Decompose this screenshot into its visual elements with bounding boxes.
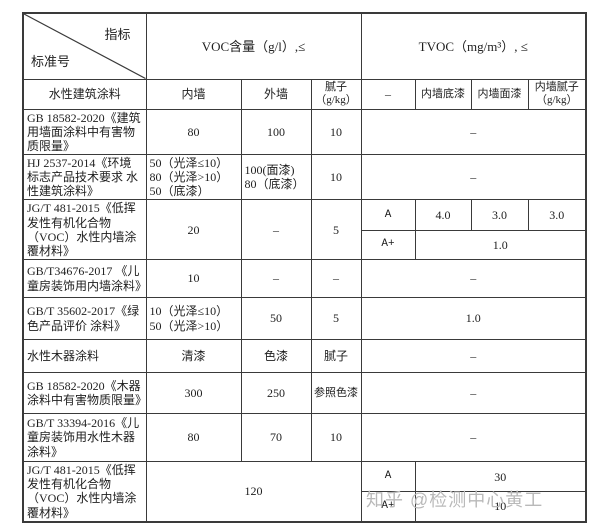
header-row-columns: 水性建筑涂料 内墙 外墙 腻子 （g/kg） – 内墙底漆 内墙面漆 内墙腻子 …	[22, 78, 587, 110]
table-row: A+ 10	[23, 491, 587, 523]
value-cell-exterior: 100(面漆) 80（底漆）	[240, 153, 312, 201]
value-cell-pigmented: 70	[240, 413, 312, 463]
value-cell-putty: 参照色漆	[310, 372, 362, 415]
value-cell-tvoc: –	[360, 259, 587, 299]
table-row: GB/T 35602-2017《绿色产品评价 涂料》 10（光泽≤10） 50（…	[22, 297, 587, 341]
value-cell-voc-merged: 120	[145, 461, 362, 523]
zhihu-watermark: 知乎 @检测中心黄工	[366, 490, 544, 510]
corner-label-standard-no: 标准号	[31, 54, 71, 70]
value-cell-tvoc-aplus: 10	[414, 491, 587, 523]
section-title-cell: 水性木器涂料	[22, 339, 147, 374]
value-cell-putty: 10	[310, 108, 362, 155]
tvoc-group-header: TVOC（mg/m³）, ≤	[360, 12, 587, 80]
standard-name-cell: GB/T 33394-2016《儿童房装饰用水性木器涂料》	[22, 413, 147, 463]
value-cell-interior: 20	[145, 199, 242, 261]
table-row: JG/T 481-2015《低挥发性有机化合物（VOC）水性内墙涂覆材料》 20…	[22, 199, 587, 261]
grade-a-label: A	[360, 199, 416, 231]
value-cell-exterior: –	[240, 259, 312, 299]
value-cell-tvoc: –	[360, 153, 587, 201]
grade-aplus-label: A+	[360, 229, 416, 261]
value-cell-tvoc: –	[360, 413, 587, 463]
table-row: GB 18582-2020《建筑用墙面涂料中有害物质限量》 80 100 10 …	[22, 108, 587, 155]
value-cell-putty: –	[310, 259, 362, 299]
value-cell-tvoc-primer: 4.0	[414, 199, 472, 231]
value-cell-putty: 10	[310, 413, 362, 463]
value-cell-putty: 10	[310, 153, 362, 201]
corner-label-indicator: 指标	[104, 27, 131, 42]
value-cell-tvoc-aplus: 1.0	[414, 229, 587, 261]
value-cell-pigmented: 250	[240, 372, 312, 415]
column-header-putty: 腻子 （g/kg）	[310, 78, 362, 110]
column-header-clear-coat: 清漆	[145, 339, 242, 374]
column-header-interior-topcoat: 内墙面漆	[470, 78, 529, 110]
column-header-interior-primer: 内墙底漆	[414, 78, 472, 110]
table-row: JG/T 481-2015《低挥发性有机化合物（VOC）水性内墙涂覆材料》 12…	[22, 461, 587, 523]
column-header-interior-putty: 内墙腻子 （g/kg）	[527, 78, 587, 110]
standards-table: 指标 标准号 VOC含量（g/l）,≤ TVOC（mg/m³）, ≤ 水性建筑涂…	[22, 12, 588, 523]
column-header-dash: –	[360, 78, 416, 110]
column-header-pigmented-coat: 色漆	[240, 339, 312, 374]
value-cell-tvoc-topcoat: 3.0	[470, 199, 529, 231]
value-cell-interior: 10（光泽≤10） 50（光泽>10）	[145, 297, 242, 341]
corner-cell: 指标 标准号	[22, 12, 147, 80]
section-row-wood-coatings: 水性木器涂料 清漆 色漆 腻子 –	[22, 339, 587, 374]
voc-group-header: VOC含量（g/l）,≤	[145, 12, 362, 80]
value-cell-tvoc-a: 30	[414, 461, 587, 493]
value-cell-interior: 80	[145, 108, 242, 155]
value-cell-interior: 50（光泽≤10） 80（光泽>10） 50（底漆）	[145, 153, 242, 201]
standard-name-cell: GB 18582-2020《木器涂料中有害物质限量》	[22, 372, 147, 415]
standard-name-cell: JG/T 481-2015《低挥发性有机化合物（VOC）水性内墙涂覆材料》	[22, 461, 147, 523]
value-cell-tvoc: –	[360, 372, 587, 415]
value-cell-exterior: 50	[240, 297, 312, 341]
value-cell-exterior: 100	[240, 108, 312, 155]
column-header-interior-wall: 内墙	[145, 78, 242, 110]
column-header-category: 水性建筑涂料	[22, 78, 147, 110]
table-row: GB 18582-2020《木器涂料中有害物质限量》 300 250 参照色漆 …	[22, 372, 587, 415]
value-cell-exterior: –	[240, 199, 312, 261]
value-cell-interior: 10	[145, 259, 242, 299]
value-cell-clear: 300	[145, 372, 242, 415]
value-cell-clear: 80	[145, 413, 242, 463]
grade-aplus-label: A+	[360, 491, 416, 523]
standard-name-cell: HJ 2537-2014《环境标志产品技术要求 水性建筑涂料》	[22, 153, 147, 201]
diagonal-divider	[24, 14, 146, 79]
value-cell-putty: 5	[310, 297, 362, 341]
value-cell-tvoc: –	[360, 339, 587, 374]
table-row: A+ 1.0	[23, 229, 587, 261]
standard-name-cell: GB 18582-2020《建筑用墙面涂料中有害物质限量》	[22, 108, 147, 155]
standard-name-cell: GB/T34676-2017 《儿童房装饰用内墙涂料》	[22, 259, 147, 299]
value-cell-tvoc: 1.0	[360, 297, 587, 341]
value-cell-tvoc-putty: 3.0	[527, 199, 587, 231]
standard-name-cell: JG/T 481-2015《低挥发性有机化合物（VOC）水性内墙涂覆材料》	[22, 199, 147, 261]
value-cell-tvoc: –	[360, 108, 587, 155]
standard-name-cell: GB/T 35602-2017《绿色产品评价 涂料》	[22, 297, 147, 341]
column-header-putty: 腻子	[310, 339, 362, 374]
value-cell-putty: 5	[310, 199, 362, 261]
column-header-exterior-wall: 外墙	[240, 78, 312, 110]
table-row: HJ 2537-2014《环境标志产品技术要求 水性建筑涂料》 50（光泽≤10…	[22, 153, 587, 201]
table-row: GB/T 33394-2016《儿童房装饰用水性木器涂料》 80 70 10 –	[22, 413, 587, 463]
header-row-groups: 指标 标准号 VOC含量（g/l）,≤ TVOC（mg/m³）, ≤	[22, 12, 587, 80]
table-row: GB/T34676-2017 《儿童房装饰用内墙涂料》 10 – – –	[22, 259, 587, 299]
